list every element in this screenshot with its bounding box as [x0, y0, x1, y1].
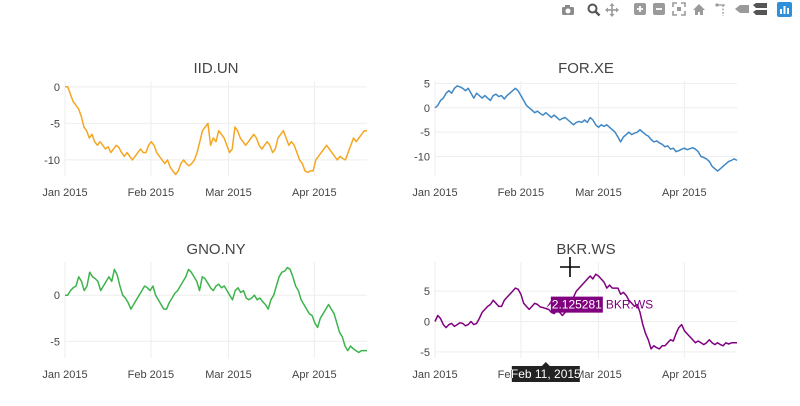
crosshair-cursor [560, 257, 580, 277]
camera-icon[interactable] [562, 5, 574, 15]
hover-closest-icon[interactable] [735, 5, 749, 13]
hover-pointer [545, 299, 551, 309]
y-tick-label: -10 [44, 155, 60, 167]
y-tick-label: -10 [414, 152, 430, 164]
zoom-icon[interactable] [587, 3, 601, 17]
hover-value-box [550, 296, 603, 313]
x-tick-label: Jan 2015 [412, 369, 457, 381]
autoscale-icon[interactable] [672, 2, 686, 16]
subplot-gno-ny: GNO.NY Jan 2015 Feb 2015 Mar 2015 Apr 2015 0 -… [42, 241, 367, 381]
series-line [65, 86, 367, 176]
x-tick-label: Jan 2015 [42, 187, 87, 199]
x-tick-label: Mar 2015 [205, 369, 251, 381]
y-tick-label: -5 [420, 347, 430, 359]
series-line [434, 85, 738, 172]
hover-date-pointer [541, 362, 550, 366]
y-tick-label: -5 [50, 336, 60, 348]
subplot-title: FOR.XE [558, 60, 614, 77]
x-tick-label: Feb 2015 [498, 187, 544, 199]
x-tick-label: Apr 2015 [662, 187, 707, 199]
modebar-toolbar [555, 0, 800, 20]
zoom-in-icon[interactable] [634, 3, 646, 15]
x-tick-label: Apr 2015 [662, 369, 707, 381]
hover-date-label: Feb 11, 2015 [511, 367, 581, 381]
subplot-title: IID.UN [194, 60, 239, 77]
series-line [65, 266, 367, 354]
x-tick-label: Mar 2015 [575, 187, 621, 199]
hover-series-label: BKR.WS [606, 298, 653, 312]
x-tick-label: Apr 2015 [292, 187, 337, 199]
subplot-title: GNO.NY [186, 241, 245, 258]
plotly-logo-icon[interactable] [777, 2, 792, 17]
y-tick-label: 5 [424, 286, 430, 298]
pan-icon[interactable] [605, 3, 619, 17]
hover-value-label: 2.125281 [552, 298, 602, 312]
x-tick-label: Mar 2015 [575, 369, 621, 381]
x-tick-label: Jan 2015 [42, 369, 87, 381]
y-tick-label: 0 [424, 317, 430, 329]
x-tick-label: Feb 2015 [128, 187, 174, 199]
x-tick-label: Jan 2015 [412, 187, 457, 199]
y-tick-label: -5 [50, 118, 60, 130]
y-tick-label: 5 [424, 78, 430, 90]
subplot-iid-un: IID.UN Jan 2015 Feb 2015 Mar 2015 Apr 2015 0 -… [42, 60, 367, 199]
hover-date-box [511, 366, 580, 382]
x-tick-label: Feb 2015 [128, 369, 174, 381]
y-tick-label: 0 [424, 103, 430, 115]
y-tick-label: 0 [54, 290, 60, 302]
hover-tooltip: 2.125281 BKR.WS Feb 11, 2015 [511, 296, 653, 382]
spike-lines-icon[interactable] [715, 3, 725, 16]
zoom-out-icon[interactable] [653, 3, 665, 15]
series-line [434, 273, 737, 350]
subplot-for-xe: FOR.XE Jan 2015 Feb 2015 Mar 2015 Apr 2015 5 0… [412, 60, 738, 199]
x-tick-label: Apr 2015 [292, 369, 337, 381]
hover-compare-icon[interactable] [753, 3, 767, 15]
y-tick-label: 0 [54, 82, 60, 94]
x-tick-label: Mar 2015 [205, 187, 251, 199]
subplot-title: BKR.WS [556, 241, 615, 258]
y-tick-label: -5 [420, 127, 430, 139]
reset-axes-icon[interactable] [693, 4, 705, 15]
